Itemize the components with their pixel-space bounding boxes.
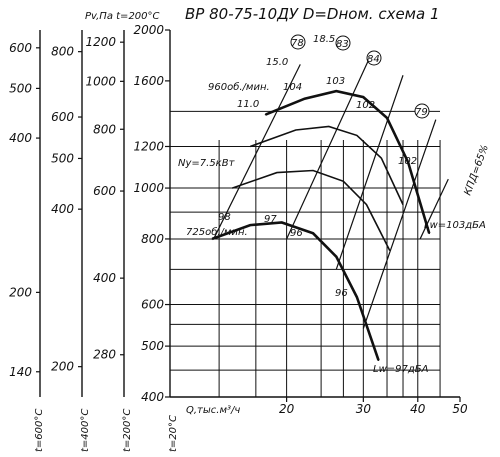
chart-title: ВР 80-75-10ДУ D=Dном. схема 1 — [185, 5, 440, 23]
series-point-1-0 — [211, 238, 214, 240]
aux-tick-label-1-2: 500 — [51, 151, 74, 165]
y-tick-label-6: 1600 — [133, 74, 164, 88]
efficiency-ray-4 — [419, 178, 449, 240]
series-point-0-3 — [362, 96, 365, 98]
label-960: 960об./мин. — [208, 81, 270, 93]
scale4-title: t=600°C — [34, 409, 45, 452]
speed-15: 15.0 — [266, 57, 288, 68]
aux-tick-label-0-2: 600 — [93, 184, 116, 198]
efficiency-badge-78: 78 — [290, 34, 306, 50]
aux-tick-label-0-5: 1200 — [85, 35, 116, 49]
series-point-1-3 — [312, 232, 314, 235]
svg-text:84: 84 — [367, 54, 380, 65]
series-curves — [211, 89, 431, 362]
efficiency-badge-84: 84 — [366, 50, 382, 66]
aux-tick-label-0-1: 400 — [93, 271, 116, 285]
aux-tick-label-2-2: 400 — [9, 131, 32, 145]
series-curve-1 — [211, 221, 380, 361]
pt-104: 104 — [283, 82, 302, 93]
svg-text:79: 79 — [415, 107, 428, 118]
y-tick-label-5: 1200 — [133, 139, 164, 153]
noise-label-97: Lw=97дБА — [373, 364, 429, 375]
series-point-1-4 — [335, 255, 338, 258]
x-tick-label-0: 20 — [279, 402, 295, 416]
x-tick-label-1: 30 — [356, 402, 372, 416]
aux-tick-label-1-0: 200 — [51, 360, 74, 374]
series-point-1-1 — [249, 224, 252, 226]
series-point-0-5 — [407, 161, 409, 164]
efficiency-badge-79: 79 — [414, 103, 430, 119]
y-tick-label-2: 600 — [141, 298, 164, 312]
speed-curve-1 — [231, 169, 391, 251]
aux-tick-label-2-1: 200 — [9, 285, 32, 299]
aux-tick-label-1-3: 600 — [51, 110, 74, 124]
aux-tick-label-1-4: 800 — [51, 45, 74, 59]
y-tick-label-0: 400 — [141, 390, 164, 404]
aux-tick-label-0-0: 280 — [93, 348, 116, 362]
pt-97: 97 — [264, 214, 277, 225]
y-tick-label-3: 800 — [141, 232, 164, 246]
noise-label-103: Lw=103дБА — [424, 220, 486, 231]
series-point-0-1 — [303, 97, 306, 100]
series-point-0-6 — [428, 232, 431, 235]
efficiency-label: КПД=65% — [462, 143, 490, 197]
svg-text:83: 83 — [336, 39, 349, 50]
svg-text:78: 78 — [291, 38, 304, 49]
series-point-1-2 — [281, 221, 283, 224]
speed-18: 18.5 — [313, 34, 335, 45]
pt-98: 98 — [218, 212, 231, 223]
pt-96a: 96 — [290, 228, 303, 239]
scale2-temp: t=200°C — [122, 409, 133, 452]
speed-curve-0 — [249, 125, 404, 205]
y-tick-label-7: 2000 — [133, 23, 164, 37]
y-tick-label-1: 500 — [141, 339, 164, 353]
grid — [170, 110, 441, 397]
aux-tick-label-0-3: 800 — [93, 122, 116, 136]
series-point-0-2 — [335, 90, 338, 92]
aux-tick-label-2-3: 500 — [9, 81, 32, 95]
pt-103: 103 — [326, 76, 345, 87]
scale3-title: t=400°C — [80, 409, 91, 452]
speed-11: 11.0 — [237, 99, 259, 110]
pt-102a: 102 — [356, 100, 375, 111]
efficiency-ray-3 — [362, 119, 437, 329]
pt-102b: 102 — [398, 156, 417, 167]
series-point-0-0 — [264, 113, 267, 116]
series-point-1-6 — [377, 359, 380, 362]
power-label: Ny=7.5кВт — [178, 158, 236, 169]
x-axis-label: Q,тыс.м³/ч — [186, 405, 240, 416]
scale1-title: t=20°C — [168, 415, 179, 452]
pt-96b: 96 — [335, 288, 348, 299]
aux-tick-label-2-4: 600 — [9, 41, 32, 55]
efficiency-ray-2 — [335, 75, 404, 270]
aux-tick-label-2-0: 140 — [9, 365, 32, 379]
axes: 400 500 600 800 1000 1200 1600 2000 20 30 40 50 280 4… — [9, 23, 468, 416]
efficiency-ray-0 — [213, 64, 301, 240]
series-point-0-4 — [386, 117, 388, 119]
series-point-1-5 — [356, 296, 358, 298]
x-tick-label-3: 50 — [452, 402, 468, 416]
efficiency-badge-83: 83 — [335, 35, 351, 51]
aux-tick-label-1-1: 400 — [51, 202, 74, 216]
efficiency-lines — [213, 57, 449, 329]
efficiency-ray-1 — [286, 57, 371, 240]
aux-tick-label-0-4: 1000 — [85, 74, 116, 88]
label-725: 725об./мин. — [186, 226, 248, 238]
scale2-title: Pv,Па t=200°C — [85, 11, 160, 22]
y-tick-label-4: 1000 — [133, 181, 164, 195]
x-tick-label-2: 40 — [410, 402, 426, 416]
